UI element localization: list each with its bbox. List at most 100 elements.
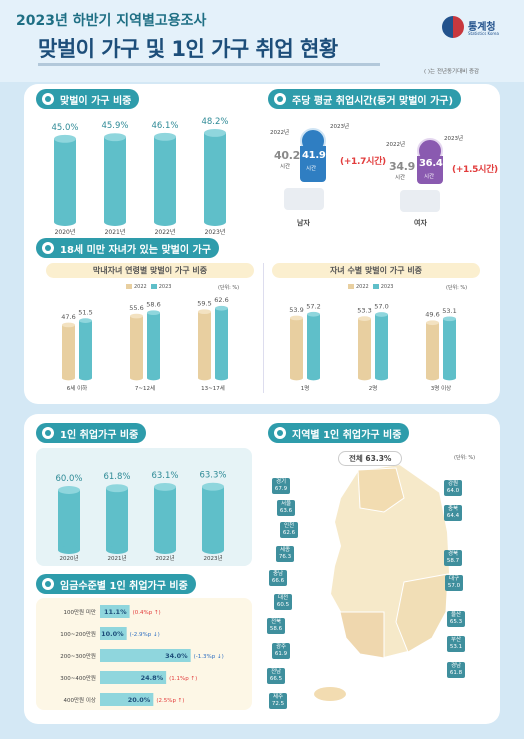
child-count-bar-2023-base (375, 375, 388, 381)
male-2023-label: 2023년 (330, 124, 350, 130)
dual-ratio-bar-top (154, 132, 176, 141)
region-value: 72.5 (271, 701, 285, 707)
child-count-bar-2022-base (358, 375, 371, 381)
female-2023-unit: 시간 (424, 174, 435, 180)
region-name: 전북 (270, 619, 282, 625)
region-value: 60.5 (276, 602, 290, 608)
child-count-category: 3명 이상 (431, 384, 451, 392)
region-name: 제주 (272, 694, 284, 700)
region-name: 경기 (275, 479, 287, 485)
child-age-value: 47.6 (61, 313, 75, 321)
dual-ratio-category: 2020년 (55, 228, 76, 236)
single-ratio-category: 2022년 (155, 554, 174, 562)
child-age-value: 58.6 (146, 301, 160, 309)
report-year-title: 2023년 하반기 지역별고용조사 (16, 13, 207, 29)
wage-value: 24.8% (141, 674, 164, 682)
legend-label-2023: 2023 (158, 284, 172, 290)
dual-ratio-bar (54, 138, 76, 222)
region-value: 64.4 (446, 513, 460, 519)
child-count-bar-2023 (443, 318, 456, 378)
section-single-ratio: 1인 취업가구 비중 (36, 423, 147, 443)
region-value: 57.0 (447, 583, 461, 589)
region-label-대구: 대구 57.0 (445, 575, 463, 591)
legend-label-2022: 2022 (134, 284, 147, 290)
region-name: 충남 (272, 571, 284, 577)
dual-ratio-bar-top (104, 133, 126, 142)
male-2022-unit: 시간 (280, 164, 291, 170)
dual-ratio-value: 45.9% (101, 121, 128, 131)
child-count-bar-2023-top (443, 316, 456, 322)
region-name: 경남 (450, 663, 462, 669)
child-count-bar-2022 (290, 317, 303, 378)
single-ratio-bar-base (154, 546, 176, 554)
female-label: 여자 (414, 219, 427, 227)
male-2022-value: 40.2 (274, 149, 300, 162)
region-value: 62.6 (282, 530, 296, 536)
child-age-value: 51.5 (78, 309, 92, 317)
wage-category: 300~400만원 (60, 674, 96, 682)
wage-bar (100, 671, 167, 684)
single-ratio-bar (58, 490, 80, 550)
legend-swatch-2023 (150, 284, 157, 289)
single-ratio-value: 63.3% (199, 471, 226, 481)
wage-value: 20.0% (128, 696, 151, 704)
dual-ratio-bar-base (154, 218, 176, 226)
agency-name: 통계청 (468, 22, 496, 33)
single-ratio-bar-top (58, 486, 80, 494)
dual-ratio-bar-base (104, 218, 126, 226)
divider (263, 263, 264, 393)
female-2023-box (417, 156, 443, 184)
unit-child-age: (단위: %) (218, 285, 240, 291)
region-value: 53.1 (449, 644, 463, 650)
legend-swatch-2022 (348, 284, 354, 289)
child-count-value: 53.9 (289, 306, 303, 314)
region-value: 67.9 (274, 486, 288, 492)
region-label-충남: 충남 66.6 (269, 570, 287, 586)
child-count-bar-2022 (426, 322, 439, 378)
region-label-인천: 인천 62.6 (280, 522, 298, 538)
region-label-경기: 경기 67.9 (272, 478, 290, 494)
wage-category: 200~300만원 (60, 652, 96, 660)
child-age-bar-2022-base (130, 375, 143, 381)
single-ratio-bar-base (106, 546, 128, 554)
wage-change: (-1.3%p ↓) (194, 653, 224, 660)
region-value: 66.6 (271, 578, 285, 584)
child-count-bar-2023-base (307, 375, 320, 381)
dual-ratio-bar-top (204, 128, 226, 137)
region-label-울산: 울산 65.3 (447, 611, 465, 627)
wage-bar (100, 605, 130, 618)
child-count-bar-2022-top (358, 316, 371, 321)
section-children: 18세 미만 자녀가 있는 맞벌이 가구 (36, 238, 219, 258)
female-2023-label: 2023년 (444, 136, 464, 142)
region-value: 58.6 (269, 626, 283, 632)
dual-ratio-category: 2022년 (155, 228, 176, 236)
dual-ratio-value: 48.2% (201, 117, 228, 127)
region-name: 대전 (277, 595, 289, 601)
wage-bar (100, 649, 191, 662)
region-label-광주: 광주 61.9 (272, 643, 290, 659)
male-label: 남자 (297, 219, 310, 227)
child-count-value: 49.6 (425, 311, 439, 319)
section-regional: 지역별 1인 취업가구 비중 (268, 423, 410, 443)
region-value: 58.7 (446, 558, 460, 564)
legend-child-age: 2022 2023 (122, 284, 171, 290)
region-value: 63.6 (279, 508, 293, 514)
female-worker-illustration (400, 190, 440, 212)
child-count-bar-2023 (375, 314, 388, 378)
legend-child-count: 2022 2023 (344, 284, 393, 290)
child-count-bar-2023 (307, 314, 320, 378)
wage-category: 100~200만원 (60, 630, 96, 638)
child-age-value: 55.6 (129, 304, 143, 312)
wage-change: (2.5%p ↑) (156, 697, 184, 704)
dual-ratio-bar (154, 136, 176, 222)
child-age-bar-2023-top (79, 318, 92, 323)
single-ratio-bar (202, 486, 224, 550)
child-age-bar-2022-top (130, 313, 143, 319)
region-value: 61.9 (274, 651, 288, 657)
wage-change: (1.1%p ↑) (169, 675, 197, 682)
legend-swatch-2023 (372, 284, 379, 289)
child-age-bar-2023-base (147, 375, 160, 381)
dual-ratio-bar-base (54, 218, 76, 226)
statistics-korea-logo-icon (442, 16, 464, 38)
child-age-value: 62.6 (214, 296, 228, 304)
